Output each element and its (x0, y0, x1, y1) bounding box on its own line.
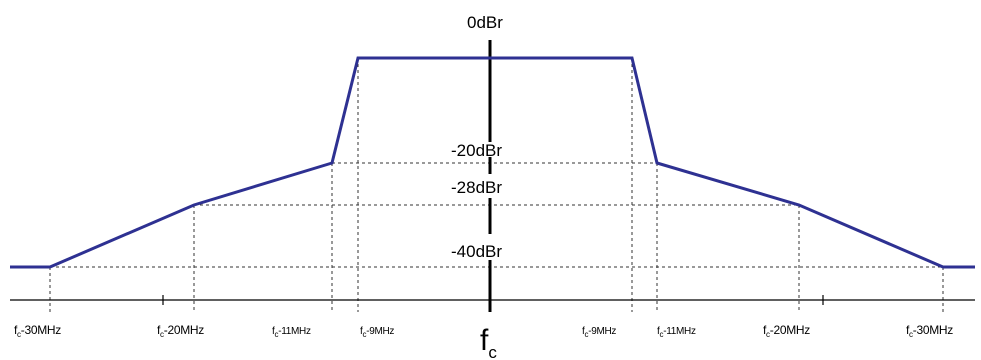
freq-label-minus20: fc-20MHz (157, 323, 204, 339)
freq-label-minus9: fc-9MHz (360, 326, 394, 339)
freq-label-minus30: fc-30MHz (14, 323, 61, 339)
freq-label-plus11: fc-11MHz (657, 326, 696, 339)
level-label-40dbr: -40dBr (451, 242, 502, 261)
level-label-28dbr: -28dBr (451, 178, 502, 197)
freq-label-minus11: fc-11MHz (272, 326, 311, 339)
freq-label-plus9: fc-9MHz (582, 326, 616, 339)
level-label-20dbr: -20dBr (451, 141, 502, 160)
freq-label-plus20: fc-20MHz (763, 323, 810, 339)
level-label-0dbr: 0dBr (467, 13, 503, 32)
center-frequency-label: fc (480, 324, 497, 360)
spectral-mask-line (10, 56, 975, 269)
freq-label-plus30: fc-30MHz (906, 323, 953, 339)
